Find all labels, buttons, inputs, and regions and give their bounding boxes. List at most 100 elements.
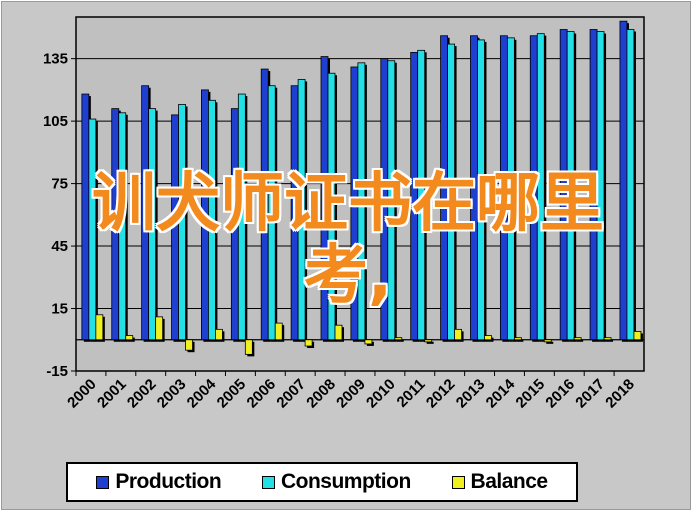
bar-production <box>559 29 568 341</box>
bar-consumption <box>387 60 396 341</box>
x-tick-label: 2003 <box>154 376 190 412</box>
x-tick-label: 2016 <box>542 376 578 412</box>
bar-balance <box>424 339 433 343</box>
bar-production <box>589 29 598 341</box>
bar-production <box>619 20 628 341</box>
x-tick-label: 2001 <box>94 376 130 412</box>
y-tick-label: 135 <box>43 51 68 68</box>
legend-label-balance: Balance <box>470 470 549 493</box>
bar-consumption <box>327 72 336 341</box>
bar-consumption <box>477 39 485 341</box>
x-tick-label: 2017 <box>572 376 608 412</box>
bar-consumption <box>447 43 455 341</box>
legend-item-balance: Balance <box>451 470 549 494</box>
production-swatch <box>96 475 110 489</box>
bar-production <box>111 108 120 341</box>
x-axis-ticks: 2000200120022003200420052006200720082009… <box>64 371 638 411</box>
x-tick-label: 2004 <box>184 375 220 411</box>
legend-item-production: Production <box>96 470 222 494</box>
x-tick-label: 2006 <box>244 376 280 412</box>
bar-consumption <box>297 79 306 341</box>
bar-balance <box>125 335 134 341</box>
x-tick-label: 2015 <box>513 376 549 412</box>
bar-consumption <box>626 29 635 341</box>
consumption-swatch <box>261 475 275 489</box>
legend-label-production: Production <box>115 470 222 493</box>
legend-label-consumption: Consumption <box>280 470 411 493</box>
y-tick-label: 105 <box>43 113 68 130</box>
bar-consumption <box>267 85 276 341</box>
bar-balance <box>334 324 343 341</box>
legend-item-consumption: Consumption <box>261 470 411 494</box>
bar-balance <box>633 331 642 341</box>
bar-production <box>320 56 329 341</box>
bar-balance <box>394 337 403 341</box>
bar-balance <box>155 316 164 341</box>
legend: Production Consumption Balance <box>66 462 578 502</box>
bar-production <box>440 35 448 341</box>
bar-consumption <box>357 62 366 341</box>
bar-shadow <box>606 339 614 342</box>
bar-balance <box>244 339 253 355</box>
bar-balance <box>185 339 193 351</box>
bar-balance <box>95 314 104 341</box>
bar-balance <box>603 337 612 341</box>
bar-shadow <box>576 339 584 342</box>
bar-consumption <box>178 104 186 341</box>
x-tick-label: 2007 <box>273 376 309 412</box>
bar-production <box>260 68 269 341</box>
x-tick-label: 2005 <box>214 376 250 412</box>
bar-consumption <box>596 31 605 341</box>
bar-production <box>470 35 478 341</box>
x-tick-label: 2008 <box>303 376 339 412</box>
bar-consumption <box>417 49 426 341</box>
bar-production <box>290 85 299 341</box>
bar-consumption <box>208 99 216 341</box>
bar-consumption <box>118 112 127 341</box>
bar-consumption <box>536 33 545 341</box>
bar-consumption <box>148 108 157 341</box>
x-tick-label: 2014 <box>483 375 519 411</box>
bar-balance <box>573 337 582 341</box>
bar-production <box>499 35 508 341</box>
x-tick-label: 2009 <box>333 376 369 412</box>
bar-consumption <box>566 31 575 341</box>
x-tick-label: 2012 <box>423 376 459 412</box>
y-tick-label: -15 <box>46 363 68 380</box>
bar-consumption <box>88 118 97 341</box>
bars <box>81 20 643 357</box>
x-tick-label: 2018 <box>602 376 638 412</box>
bar-balance <box>513 337 522 341</box>
bar-production <box>141 85 150 341</box>
bar-shadow <box>546 341 554 344</box>
bar-production <box>171 114 179 341</box>
bar-consumption <box>237 93 246 341</box>
x-tick-label: 2000 <box>64 376 100 412</box>
x-tick-label: 2010 <box>363 376 399 412</box>
y-tick-label: 45 <box>51 238 68 255</box>
y-axis-ticks: -15 15 45 75 105 135 <box>43 51 76 380</box>
y-tick-label: 15 <box>51 301 68 318</box>
bar-balance <box>454 328 462 341</box>
bar-balance <box>543 339 552 343</box>
bar-balance <box>215 328 223 341</box>
bar-consumption <box>506 37 515 341</box>
bar-balance <box>484 335 492 341</box>
bar-balance <box>304 339 313 347</box>
bar-production <box>201 89 209 341</box>
bar-production <box>380 58 389 341</box>
bar-balance <box>274 322 283 341</box>
bar-production <box>410 52 419 341</box>
x-tick-label: 2011 <box>394 376 429 411</box>
bar-shadow <box>516 339 524 342</box>
bar-production <box>529 35 538 341</box>
y-tick-label: 75 <box>51 176 68 193</box>
balance-swatch <box>451 475 465 489</box>
bar-production <box>350 66 359 341</box>
x-tick-label: 2002 <box>124 376 160 412</box>
bar-production <box>81 93 90 341</box>
bar-shadow <box>396 339 404 342</box>
bar-balance <box>364 339 373 345</box>
bar-production <box>230 108 239 341</box>
